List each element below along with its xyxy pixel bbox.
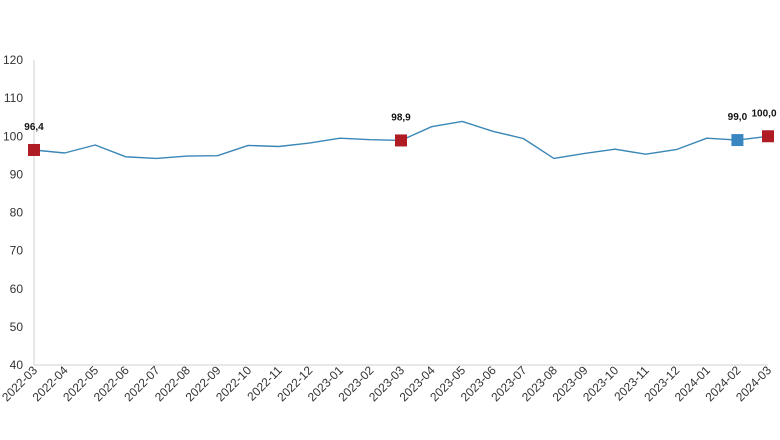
marker-layer [28,130,774,156]
data-label: 96,4 [24,122,44,133]
y-tick-label: 110 [4,91,23,105]
data-label-layer: 96,4 98,9 99,0 100,0 [24,108,777,133]
data-label: 100,0 [751,108,776,119]
y-tick-label: 70 [10,244,24,258]
x-axis: 2022-032022-042022-052022-062022-072022-… [0,363,774,404]
highlight-marker [762,130,774,143]
highlight-marker [28,143,40,156]
y-axis: 40 50 60 70 80 90 100 110 120 [3,53,35,372]
highlight-marker [731,134,744,147]
y-tick-label: 90 [10,167,24,181]
y-tick-label: 120 [3,53,23,67]
y-tick-label: 50 [10,320,24,334]
y-tick-label: 80 [10,206,24,220]
y-tick-label: 40 [10,358,24,372]
y-tick-label: 60 [10,282,24,296]
y-tick-label: 100 [3,129,23,143]
highlight-marker [395,134,407,147]
data-label: 99,0 [728,112,748,123]
data-label: 98,9 [391,112,411,123]
